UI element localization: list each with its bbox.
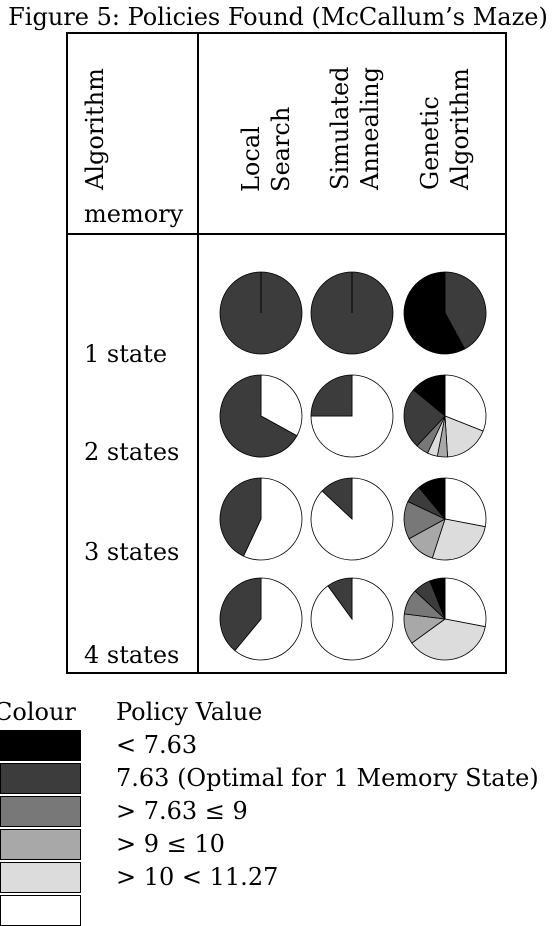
pie-chart	[310, 577, 394, 661]
legend-swatch	[0, 829, 81, 860]
pie-chart	[219, 374, 303, 458]
row-label-2-states: 2 states	[84, 438, 179, 466]
col-header-local-line1: Local	[237, 126, 265, 192]
legend-label: < 7.63	[116, 731, 198, 759]
legend-swatch	[0, 763, 81, 794]
legend-swatch	[0, 730, 81, 761]
figure-table: Algorithm memory Local Search Simulated …	[66, 32, 507, 674]
pie-chart	[310, 271, 394, 355]
legend-label: > 9 ≤ 10	[116, 830, 225, 858]
row-label-1-state: 1 state	[84, 340, 167, 368]
header-algorithm: Algorithm	[81, 68, 109, 191]
col-header-sa-line2: Annealing	[356, 67, 384, 191]
table-border	[66, 32, 507, 674]
pie-slice	[219, 477, 262, 557]
legend-swatch	[0, 796, 81, 827]
pie-chart	[403, 271, 487, 355]
pie-slice	[444, 271, 487, 350]
pie-slice	[412, 374, 446, 417]
legend-header-colour: Colour	[0, 698, 76, 726]
pie-chart	[310, 374, 394, 458]
col-header-local-line2: Search	[267, 107, 295, 192]
pie-slice	[310, 374, 394, 458]
legend-swatch	[0, 862, 81, 893]
pie-slice	[431, 518, 486, 561]
legend-header-policy-value: Policy Value	[116, 698, 263, 726]
pie-chart	[219, 477, 303, 561]
pie-grid	[219, 271, 487, 661]
pie-slice	[310, 374, 353, 417]
col-header-ga-line1: Genetic	[416, 96, 444, 190]
pie-slice	[260, 374, 303, 437]
pie-slice	[327, 577, 353, 621]
legend-label: > 7.63 ≤ 9	[116, 797, 248, 825]
col-header-sa-line1: Simulated	[326, 66, 354, 190]
pie-slice	[444, 477, 487, 528]
legend-label: 7.63 (Optimal for 1 Memory State)	[116, 764, 539, 792]
pie-chart	[403, 477, 487, 561]
header-memory: memory	[84, 200, 184, 228]
pie-slice	[444, 577, 487, 628]
figure-title: Figure 5: Policies Found (McCallum’s Maz…	[8, 3, 548, 31]
pie-chart	[403, 577, 487, 661]
pie-slice	[321, 477, 353, 520]
row-label-3-states: 3 states	[84, 538, 179, 566]
pie-slice	[429, 577, 446, 620]
col-header-ga-line2: Algorithm	[446, 68, 474, 191]
pie-chart	[219, 577, 303, 661]
pie-slice	[444, 415, 484, 458]
pie-slice	[219, 374, 298, 458]
pie-slice	[444, 374, 487, 432]
pie-slice	[243, 477, 303, 561]
row-label-4-states: 4 states	[84, 641, 179, 669]
pie-slice	[234, 577, 303, 661]
pie-slice	[411, 618, 486, 661]
pie-slice	[403, 389, 446, 447]
pie-slice	[403, 271, 466, 355]
pie-chart	[403, 374, 487, 458]
pie-slice	[418, 477, 446, 521]
legend-label: > 10 < 11.27	[116, 863, 279, 891]
pie-chart	[219, 271, 303, 355]
pie-chart	[310, 477, 394, 561]
pie-slice	[219, 577, 262, 652]
